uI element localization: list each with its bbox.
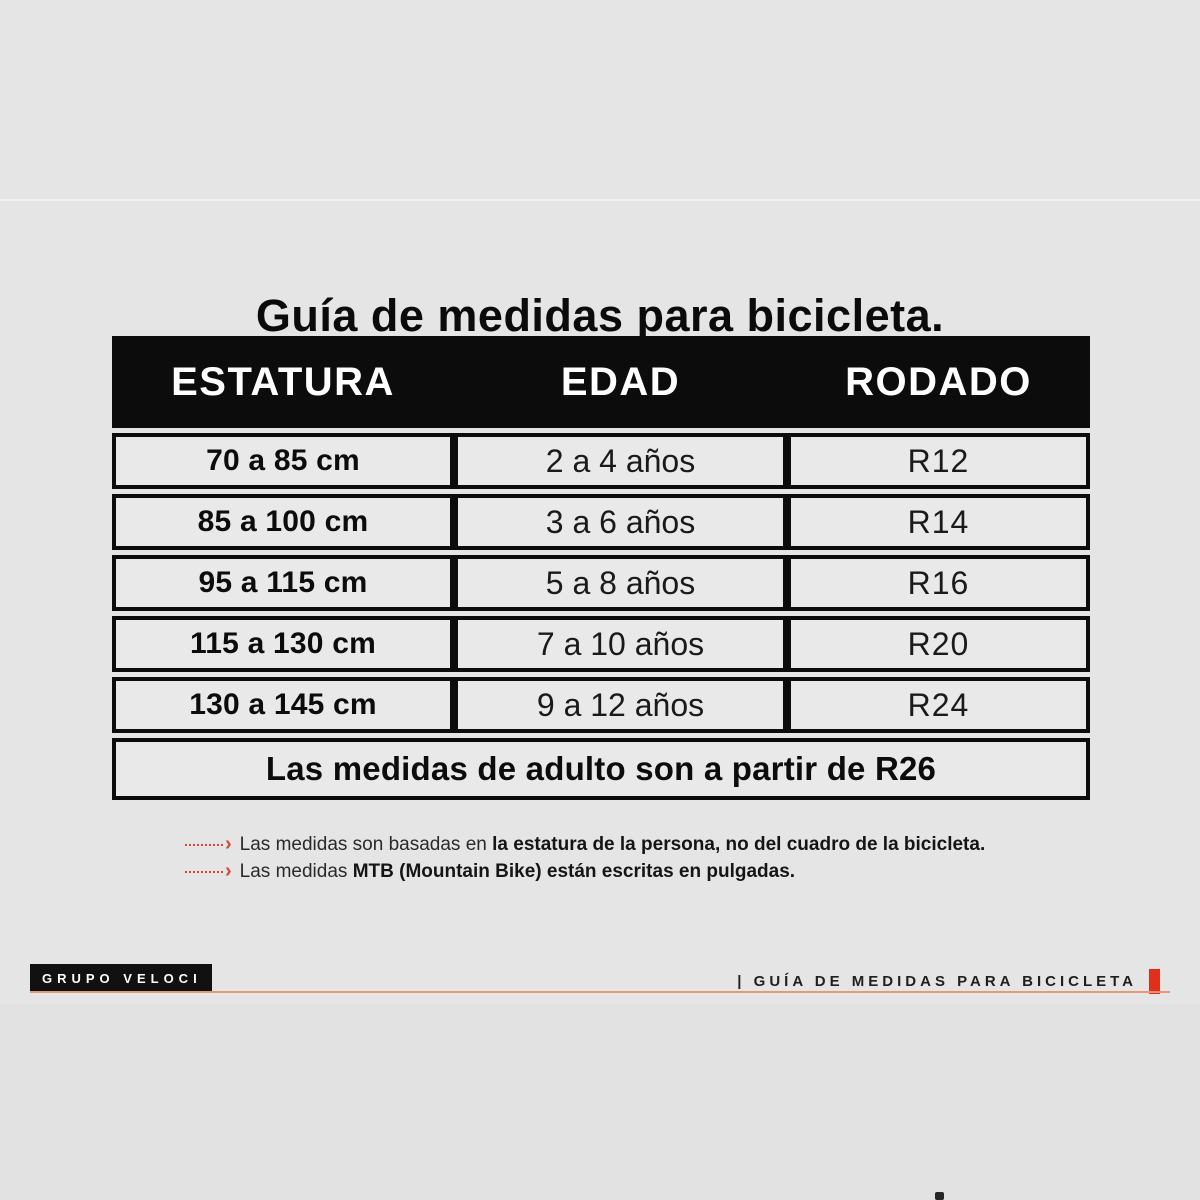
cell-rodado: R20 <box>787 616 1090 672</box>
cutoff-text-fragment <box>935 1192 944 1200</box>
footnote-prefix: Las medidas son basadas en <box>239 834 493 855</box>
footnote-text: Las medidas son basadas en la estatura d… <box>240 831 986 858</box>
column-header-rodado: RODADO <box>845 359 1032 404</box>
table-row: 70 a 85 cm 2 a 4 años R12 <box>112 433 1090 489</box>
cell-rodado: R12 <box>787 433 1090 489</box>
cell-rodado: R14 <box>787 494 1090 550</box>
brand-logo: GRUPO VELOCI <box>30 964 212 992</box>
footnote-prefix: Las medidas <box>239 861 353 882</box>
table-row: 130 a 145 cm 9 a 12 años R24 <box>112 677 1090 733</box>
cell-estatura: 70 a 85 cm <box>112 433 454 489</box>
cell-estatura: 85 a 100 cm <box>112 494 454 550</box>
footer-rule-line <box>30 991 1170 993</box>
cell-edad: 5 a 8 años <box>454 555 787 611</box>
arrow-icon: › <box>225 859 232 882</box>
column-header-edad: EDAD <box>560 359 681 404</box>
dotted-leader-line <box>185 843 223 846</box>
cell-edad: 9 a 12 años <box>454 677 787 733</box>
bike-size-table: ESTATURA EDAD RODADO 70 a 85 cm 2 a 4 añ… <box>112 336 1090 800</box>
cell-rodado: R16 <box>787 555 1090 611</box>
footer-caption-text: | GUÍA DE MEDIDAS PARA BICICLETA <box>737 973 1137 990</box>
cell-edad: 3 a 6 años <box>454 494 787 550</box>
table-header-row: ESTATURA EDAD RODADO <box>112 336 1090 428</box>
cell-estatura: 115 a 130 cm <box>112 616 454 672</box>
footnote-bold: la estatura de la persona, no del cuadro… <box>492 834 986 855</box>
red-accent-block <box>1149 969 1160 994</box>
background-bottom-band <box>0 1004 1200 1200</box>
footnote-line: › Las medidas son basadas en la estatura… <box>185 831 985 858</box>
table-row: 115 a 130 cm 7 a 10 años R20 <box>112 616 1090 672</box>
table-footer-note: Las medidas de adulto son a partir de R2… <box>112 738 1090 800</box>
dotted-leader-line <box>185 870 223 873</box>
cell-edad: 7 a 10 años <box>454 616 787 672</box>
footnote-bold: MTB (Mountain Bike) están escritas en pu… <box>352 861 796 882</box>
column-header-estatura: ESTATURA <box>171 359 395 404</box>
background-band-divider <box>0 199 1200 201</box>
cell-edad: 2 a 4 años <box>454 433 787 489</box>
cell-estatura: 130 a 145 cm <box>112 677 454 733</box>
footnotes: › Las medidas son basadas en la estatura… <box>185 831 985 885</box>
table-row: 85 a 100 cm 3 a 6 años R14 <box>112 494 1090 550</box>
table-row: 95 a 115 cm 5 a 8 años R16 <box>112 555 1090 611</box>
page-title: Guía de medidas para bicicleta. <box>255 290 945 342</box>
footer-caption: | GUÍA DE MEDIDAS PARA BICICLETA <box>737 969 1160 994</box>
cell-estatura: 95 a 115 cm <box>112 555 454 611</box>
cell-rodado: R24 <box>787 677 1090 733</box>
footnote-text: Las medidas MTB (Mountain Bike) están es… <box>240 858 795 885</box>
arrow-icon: › <box>225 832 232 855</box>
footnote-line: › Las medidas MTB (Mountain Bike) están … <box>185 858 985 885</box>
